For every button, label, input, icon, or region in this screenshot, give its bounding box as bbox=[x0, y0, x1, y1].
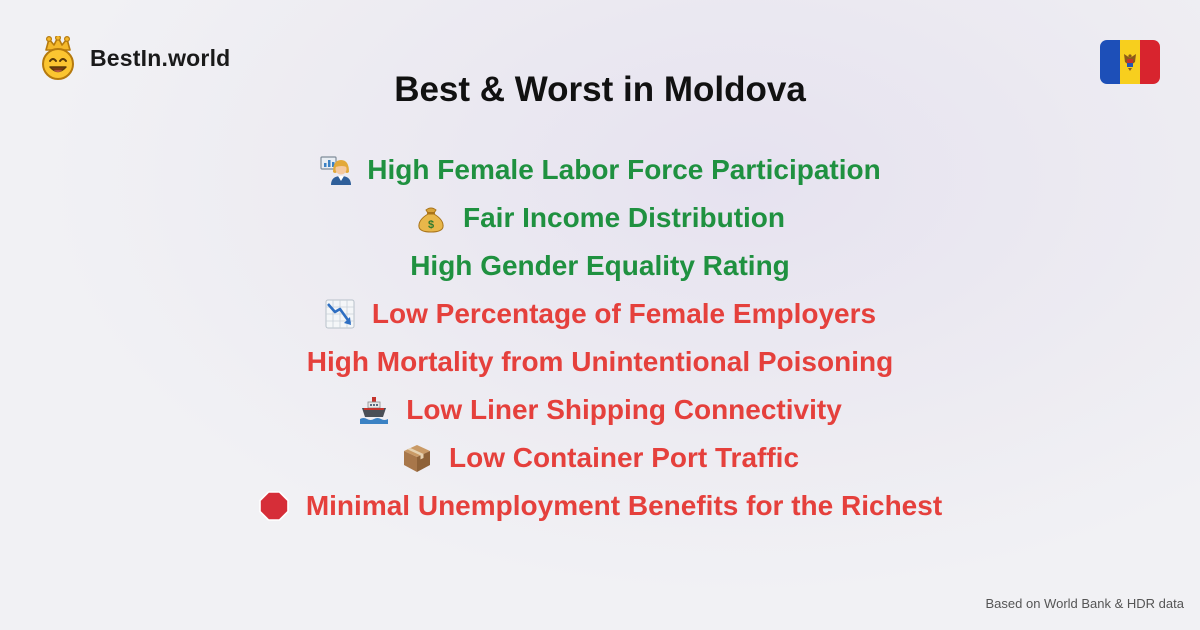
item-label: High Mortality from Unintentional Poison… bbox=[306, 346, 894, 377]
list-item[interactable]: High Gender Equality Rating bbox=[0, 242, 1200, 290]
item-label: Low Liner Shipping Connectivity bbox=[406, 394, 842, 425]
brand-name: BestIn.world bbox=[90, 44, 231, 71]
ship-icon bbox=[360, 397, 389, 424]
flag-stripe-yellow bbox=[1120, 40, 1140, 84]
woman-presenter-icon bbox=[320, 156, 352, 185]
list-item[interactable]: Low Container Port Traffic bbox=[0, 434, 1200, 482]
crowned-smiley-icon bbox=[42, 36, 74, 80]
data-source-note: Based on World Bank & HDR data bbox=[985, 596, 1184, 611]
svg-text:$: $ bbox=[428, 219, 434, 231]
list-item[interactable]: High Mortality from Unintentional Poison… bbox=[0, 338, 1200, 386]
list-item[interactable]: Low Percentage of Female Employers bbox=[0, 290, 1200, 338]
item-label: Low Percentage of Female Employers bbox=[371, 298, 877, 329]
package-icon bbox=[403, 445, 430, 472]
list-item[interactable]: $ Fair Income Distribution bbox=[0, 194, 1200, 242]
moldova-flag-icon bbox=[1100, 40, 1160, 84]
flag-stripe-blue bbox=[1100, 40, 1120, 84]
item-label: High Gender Equality Rating bbox=[410, 250, 790, 281]
item-label: High Female Labor Force Participation bbox=[367, 154, 881, 185]
item-label: Minimal Unemployment Benefits for the Ri… bbox=[305, 490, 943, 521]
list-item[interactable]: Low Liner Shipping Connectivity bbox=[0, 386, 1200, 434]
list-item[interactable]: High Female Labor Force Participation bbox=[0, 146, 1200, 194]
ranking-list: High Female Labor Force Participation $ … bbox=[0, 146, 1200, 530]
page-title: Best & Worst in Moldova bbox=[394, 70, 806, 109]
list-item[interactable]: Minimal Unemployment Benefits for the Ri… bbox=[0, 482, 1200, 530]
item-label: Low Container Port Traffic bbox=[448, 442, 800, 473]
chart-decreasing-icon bbox=[325, 299, 355, 329]
coat-of-arms-icon bbox=[1124, 54, 1136, 71]
flag-stripe-red bbox=[1140, 40, 1160, 84]
brand-logo[interactable]: BestIn.world bbox=[38, 36, 230, 80]
item-label: Fair Income Distribution bbox=[462, 202, 786, 233]
stop-sign-icon bbox=[259, 491, 289, 521]
money-bag-icon: $ bbox=[418, 207, 444, 233]
